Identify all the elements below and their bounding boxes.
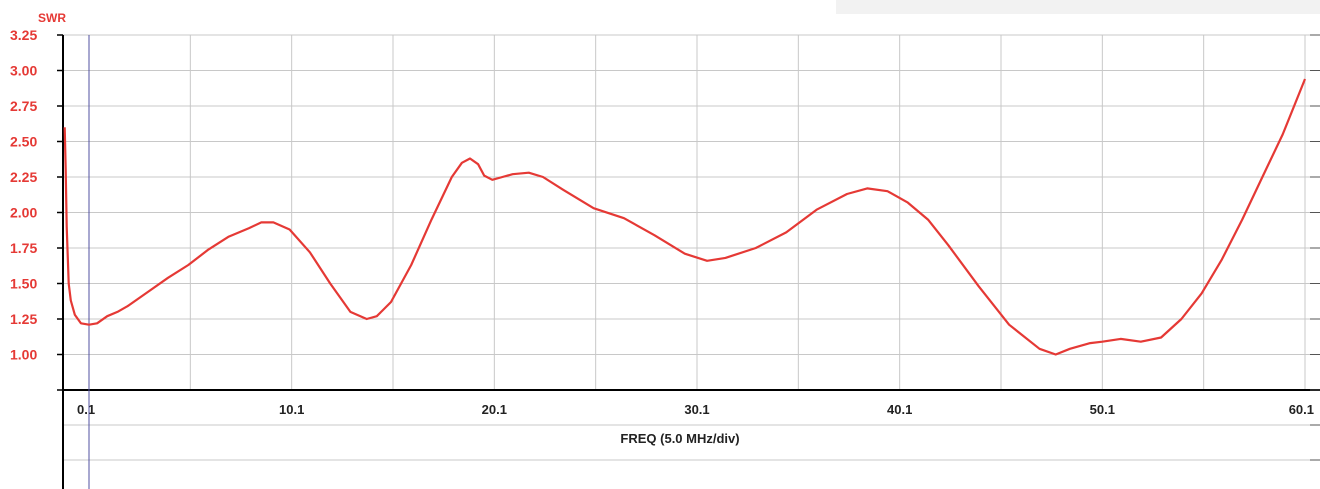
x-tick-labels: 0.1 10.1 20.1 30.1 40.1 50.1 60.1	[77, 402, 1314, 417]
y-tick-label: 1.00	[10, 347, 37, 363]
top-right-box	[836, 0, 1320, 14]
y-tick-label: 1.25	[10, 311, 37, 327]
y-tick-label: 2.25	[10, 169, 37, 185]
x-tick-label: 40.1	[887, 402, 912, 417]
x-tick-label: 30.1	[684, 402, 709, 417]
y-tick-label: 1.50	[10, 276, 37, 292]
x-tick-label: 0.1	[77, 402, 95, 417]
x-tick-label: 60.1	[1289, 402, 1314, 417]
y-tick-label: 3.00	[10, 63, 37, 79]
y-axis-title: SWR	[38, 11, 66, 25]
y-tick-label: 3.25	[10, 27, 37, 43]
y-tick-labels: 3.25 3.00 2.75 2.50 2.25 2.00 1.75 1.50 1.25 1.00	[10, 27, 37, 363]
swr-series-line	[63, 78, 1307, 356]
y-tick-label: 1.75	[10, 240, 37, 256]
x-axis-title: FREQ (5.0 MHz/div)	[620, 431, 739, 446]
x-tick-label: 20.1	[482, 402, 507, 417]
x-tick-label: 50.1	[1090, 402, 1115, 417]
y-tick-label: 2.75	[10, 98, 37, 114]
y-tick-label: 2.50	[10, 134, 37, 150]
axes	[57, 34, 1320, 489]
x-tick-label: 10.1	[279, 402, 304, 417]
y-tick-label: 2.00	[10, 205, 37, 221]
